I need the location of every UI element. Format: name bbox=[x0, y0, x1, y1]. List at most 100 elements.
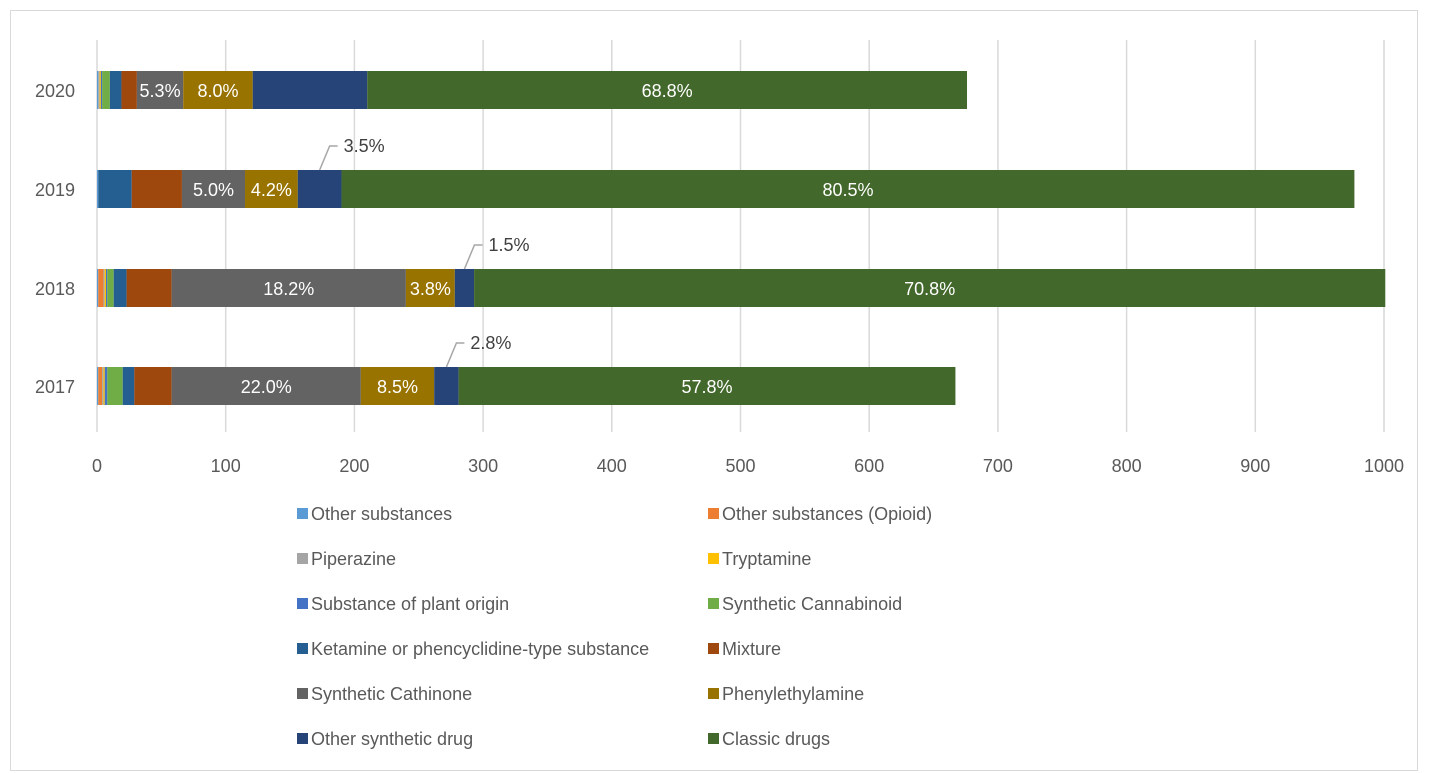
bar-segment bbox=[97, 269, 99, 307]
y-tick-label: 2018 bbox=[35, 279, 75, 299]
legend-swatch bbox=[708, 688, 719, 699]
legend-label: Phenylethylamine bbox=[722, 684, 864, 704]
bar-segment bbox=[102, 367, 104, 405]
legend: Other substances Other substances (Opioid… bbox=[297, 504, 932, 749]
x-tick-label: 700 bbox=[983, 456, 1013, 476]
legend-label: Other synthetic drug bbox=[311, 729, 473, 749]
bar-segment bbox=[367, 71, 968, 109]
bar-segment bbox=[98, 170, 132, 208]
legend-swatch bbox=[297, 598, 308, 609]
bar-segment bbox=[98, 367, 103, 405]
legend-label: Classic drugs bbox=[722, 729, 830, 749]
x-tick-label: 600 bbox=[854, 456, 884, 476]
data-label: 5.3% bbox=[140, 81, 181, 101]
bar-segment bbox=[252, 71, 368, 109]
bar-segment bbox=[104, 269, 107, 307]
y-tick-label: 2017 bbox=[35, 377, 75, 397]
bar-segment bbox=[131, 170, 182, 208]
legend-swatch bbox=[708, 598, 719, 609]
y-tick-label: 2019 bbox=[35, 180, 75, 200]
callout-line bbox=[445, 342, 465, 368]
bar-segment bbox=[134, 367, 172, 405]
data-label: 18.2% bbox=[263, 279, 314, 299]
data-label: 8.5% bbox=[377, 377, 418, 397]
x-tick-label: 500 bbox=[725, 456, 755, 476]
x-tick-label: 1000 bbox=[1364, 456, 1404, 476]
data-label: 3.8% bbox=[410, 279, 451, 299]
legend-swatch bbox=[708, 733, 719, 744]
data-label: 13.1% bbox=[284, 81, 335, 101]
legend-label: Mixture bbox=[722, 639, 781, 659]
bar-segment bbox=[474, 269, 1386, 307]
bar-segment bbox=[360, 367, 435, 405]
bar-segment bbox=[107, 269, 114, 307]
callout-line bbox=[318, 145, 338, 171]
bar-segment bbox=[104, 367, 108, 405]
bar-segment bbox=[136, 71, 184, 109]
callout-line bbox=[463, 244, 483, 270]
bar-segment bbox=[121, 71, 137, 109]
bar-segment bbox=[99, 71, 101, 109]
bar-segment bbox=[113, 269, 127, 307]
data-label: 1.5% bbox=[488, 235, 529, 255]
bar-segment bbox=[297, 170, 342, 208]
legend-swatch bbox=[708, 553, 719, 564]
legend-label: Other substances bbox=[311, 504, 452, 524]
legend-swatch bbox=[297, 733, 308, 744]
data-label: 57.8% bbox=[682, 377, 733, 397]
data-label: 5.0% bbox=[193, 180, 234, 200]
bar-segment bbox=[98, 269, 104, 307]
data-label: 70.8% bbox=[904, 279, 955, 299]
bars bbox=[97, 71, 1386, 405]
legend-swatch bbox=[297, 508, 308, 519]
bar-segment bbox=[454, 269, 475, 307]
bar-segment bbox=[458, 367, 956, 405]
bar-segment bbox=[245, 170, 298, 208]
bar-segment bbox=[106, 269, 108, 307]
legend-swatch bbox=[708, 643, 719, 654]
bar-segment bbox=[434, 367, 459, 405]
x-tick-label: 300 bbox=[468, 456, 498, 476]
bar-segment bbox=[122, 367, 135, 405]
data-labels: 5.3% 8.0% 13.1% 68.8% 5.0% 4.2% 3.5% 80.5% 18.2%… bbox=[140, 81, 956, 397]
x-tick-label: 800 bbox=[1112, 456, 1142, 476]
legend-swatch bbox=[297, 643, 308, 654]
bar-segment bbox=[109, 71, 122, 109]
x-tick-label: 400 bbox=[597, 456, 627, 476]
data-label: 8.0% bbox=[197, 81, 238, 101]
bar-segment bbox=[341, 170, 1355, 208]
legend-label: Synthetic Cannabinoid bbox=[722, 594, 902, 614]
x-tick-label: 100 bbox=[211, 456, 241, 476]
bar-segment bbox=[171, 367, 361, 405]
bar-segment bbox=[102, 71, 110, 109]
axes: 0 100 200 300 400 500 600 700 800 900 1000 2020 2019… bbox=[35, 81, 1404, 476]
x-tick-label: 900 bbox=[1240, 456, 1270, 476]
bar-segment bbox=[100, 71, 103, 109]
bar-segment bbox=[98, 71, 100, 109]
data-label: 3.5% bbox=[344, 136, 385, 156]
bar-segment bbox=[181, 170, 246, 208]
data-label: 4.2% bbox=[251, 180, 292, 200]
x-tick-label: 200 bbox=[339, 456, 369, 476]
legend-swatch bbox=[297, 553, 308, 564]
legend-label: Synthetic Cathinone bbox=[311, 684, 472, 704]
legend-swatch bbox=[297, 688, 308, 699]
bar-segment bbox=[107, 367, 123, 405]
chart-frame bbox=[10, 10, 1418, 771]
data-label: 2.8% bbox=[470, 333, 511, 353]
y-tick-label: 2020 bbox=[35, 81, 75, 101]
legend-swatch bbox=[708, 508, 719, 519]
legend-label: Substance of plant origin bbox=[311, 594, 509, 614]
data-label: 80.5% bbox=[822, 180, 873, 200]
x-tick-label: 0 bbox=[92, 456, 102, 476]
bar-segment bbox=[103, 367, 105, 405]
data-label: 68.8% bbox=[642, 81, 693, 101]
legend-label: Ketamine or phencyclidine-type substance bbox=[311, 639, 649, 659]
bar-segment bbox=[103, 269, 105, 307]
bar-segment bbox=[183, 71, 253, 109]
bar-segment bbox=[97, 367, 99, 405]
legend-label: Tryptamine bbox=[722, 549, 811, 569]
bar-segment bbox=[171, 269, 406, 307]
bar-segment bbox=[126, 269, 172, 307]
